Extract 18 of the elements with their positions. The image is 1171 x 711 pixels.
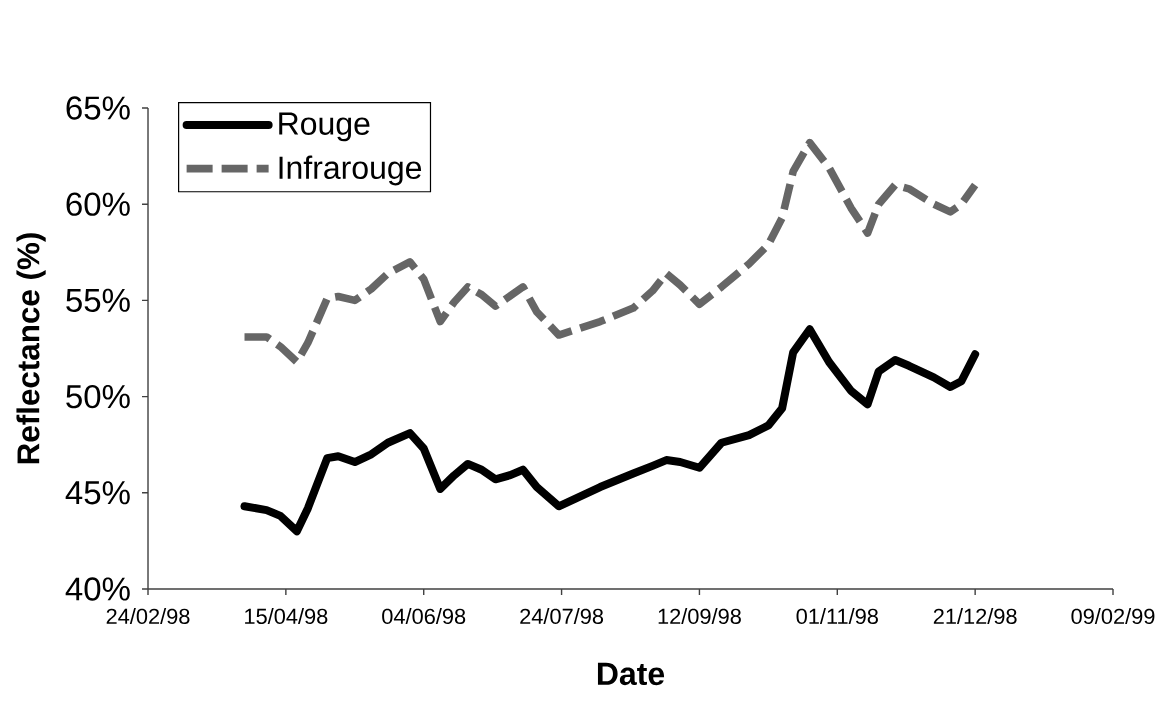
- y-tick-label: 60%: [66, 192, 130, 216]
- legend-label: Infrarouge: [279, 155, 422, 186]
- x-tick-label: 15/04/98: [245, 608, 328, 625]
- x-tick-label: 24/07/98: [520, 608, 604, 625]
- x-tick-label: 01/11/98: [796, 608, 878, 625]
- y-tick-label: 55%: [66, 288, 130, 312]
- x-axis-title: Date: [597, 662, 665, 686]
- x-tick-label: 09/02/99: [1071, 608, 1155, 625]
- x-tick-label: 21/12/98: [933, 608, 1017, 625]
- y-tick-label: 50%: [66, 384, 130, 409]
- y-tick-label: 40%: [65, 577, 130, 601]
- x-tick-label: 12/09/98: [658, 608, 741, 625]
- x-tick-label: 04/06/98: [382, 608, 466, 625]
- y-tick-label: 65%: [66, 96, 130, 120]
- x-tick-label: 24/02/98: [106, 608, 190, 625]
- legend-label: Rouge: [279, 112, 370, 142]
- y-axis-title: Reflectance (%): [16, 233, 46, 464]
- y-tick-label: 45%: [65, 481, 130, 505]
